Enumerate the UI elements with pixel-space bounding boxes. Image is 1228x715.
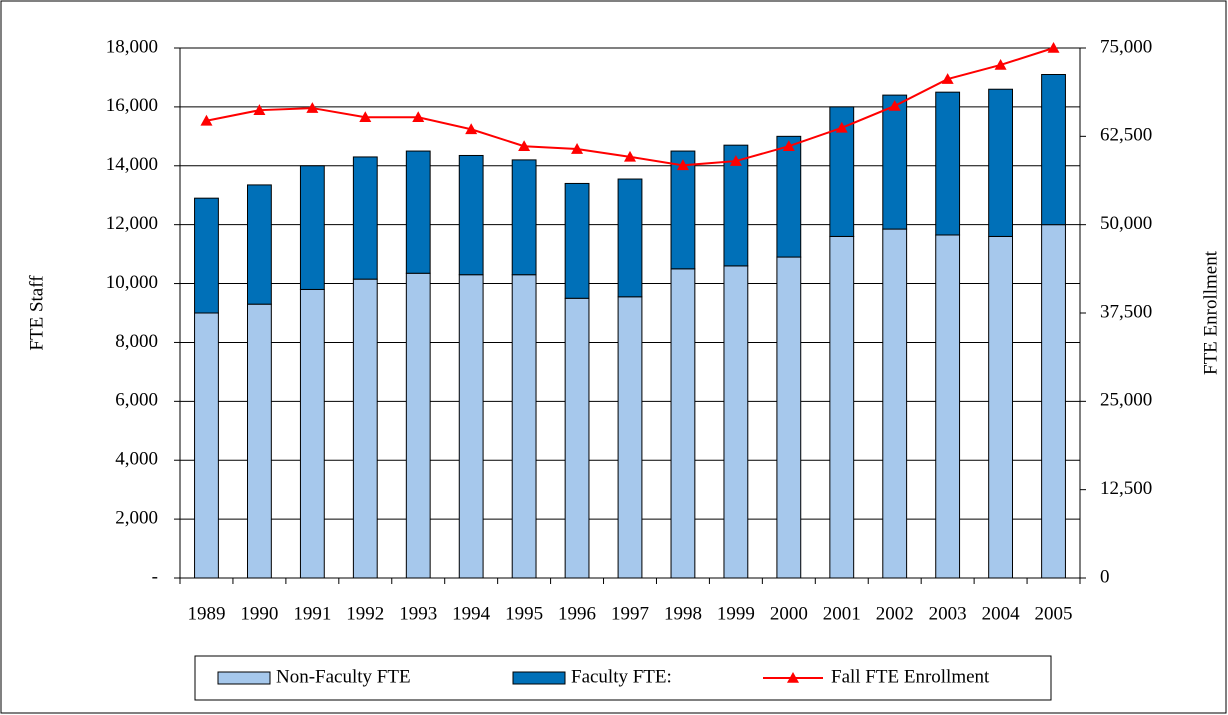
legend-box xyxy=(194,655,1052,701)
bar xyxy=(405,272,431,579)
y-tick-label: 18,000 xyxy=(106,36,158,57)
bar xyxy=(511,274,537,579)
marker xyxy=(1047,42,1060,53)
bar xyxy=(352,278,378,579)
x-tick-label: 1989 xyxy=(187,603,225,624)
x-tick-label: 1994 xyxy=(452,603,491,624)
x-tick-label: 1995 xyxy=(505,603,543,624)
bar xyxy=(829,106,855,237)
y2-tick-label: 62,500 xyxy=(1100,125,1152,146)
y-tick-label: - xyxy=(152,566,158,587)
legend-swatch xyxy=(217,671,271,685)
y-axis-title: FTE Staff xyxy=(26,275,47,351)
bar xyxy=(511,159,537,276)
x-tick-label: 2005 xyxy=(1035,603,1073,624)
y2-tick-label: 50,000 xyxy=(1100,213,1152,234)
legend-marker xyxy=(787,672,799,683)
x-tick-label: 1999 xyxy=(717,603,755,624)
x-tick-label: 2004 xyxy=(982,603,1021,624)
marker xyxy=(835,121,848,133)
bar xyxy=(247,184,272,305)
y2-tick-label: 25,000 xyxy=(1100,390,1152,411)
bar xyxy=(617,296,643,579)
bar xyxy=(776,135,802,258)
marker xyxy=(253,104,266,115)
x-tick-label: 2000 xyxy=(770,603,808,624)
bar xyxy=(670,150,696,270)
y-tick-label: 14,000 xyxy=(106,154,158,175)
bar xyxy=(723,144,749,267)
bar xyxy=(988,235,1013,579)
marker xyxy=(359,111,372,123)
y-tick-label: 6,000 xyxy=(115,390,158,411)
x-tick-label: 2002 xyxy=(876,603,914,624)
bar xyxy=(1041,224,1066,579)
bar xyxy=(935,91,961,236)
legend-label: Non-Faculty FTE xyxy=(276,666,411,687)
marker xyxy=(412,111,425,123)
marker xyxy=(941,73,954,84)
legend-label: Faculty FTE: xyxy=(571,666,672,687)
bar xyxy=(564,182,590,299)
y-tick-label: 4,000 xyxy=(115,449,158,470)
x-tick-label: 1996 xyxy=(558,603,596,624)
bar xyxy=(1041,74,1066,226)
marker xyxy=(676,159,689,171)
marker xyxy=(782,140,795,152)
y-tick-label: 2,000 xyxy=(115,507,158,528)
x-tick-label: 1990 xyxy=(240,603,278,624)
y-tick-label: 12,000 xyxy=(106,213,158,234)
bar xyxy=(776,256,802,579)
bar xyxy=(299,288,325,579)
bar xyxy=(988,88,1013,237)
marker xyxy=(888,99,901,111)
bar xyxy=(564,297,590,579)
marker xyxy=(994,58,1007,70)
bar xyxy=(829,235,855,579)
bar xyxy=(194,312,219,579)
marker xyxy=(306,102,319,113)
marker xyxy=(465,123,478,135)
bar xyxy=(405,150,431,274)
x-tick-label: 1993 xyxy=(399,603,437,624)
x-tick-label: 1998 xyxy=(664,603,702,624)
bar xyxy=(935,234,961,579)
bar xyxy=(882,228,908,579)
marker xyxy=(200,114,213,126)
y2-tick-label: 37,500 xyxy=(1100,301,1152,322)
marker xyxy=(624,150,636,162)
bar xyxy=(882,94,908,230)
x-tick-label: 1997 xyxy=(611,603,649,624)
bar xyxy=(723,265,749,579)
bar xyxy=(458,274,484,579)
bar xyxy=(617,178,643,298)
marker xyxy=(571,143,584,154)
y2-tick-label: 12,500 xyxy=(1100,478,1152,499)
y-tick-label: 10,000 xyxy=(106,272,158,293)
bar xyxy=(299,165,325,290)
y-tick-label: 8,000 xyxy=(115,331,158,352)
marker xyxy=(729,155,742,166)
y2-tick-label: 75,000 xyxy=(1100,36,1152,57)
bar xyxy=(247,303,272,579)
legend-swatch xyxy=(512,671,566,685)
marker xyxy=(518,140,531,152)
bar xyxy=(458,154,484,276)
x-tick-label: 1991 xyxy=(293,603,331,624)
x-tick-label: 1992 xyxy=(346,603,384,624)
legend-label: Fall FTE Enrollment xyxy=(831,666,990,687)
x-tick-label: 2001 xyxy=(823,603,861,624)
y-tick-label: 16,000 xyxy=(106,95,158,116)
bar xyxy=(352,156,378,280)
x-tick-label: 2003 xyxy=(929,603,967,624)
bar xyxy=(670,268,696,579)
y2-axis-title: FTE Enrollment xyxy=(1200,250,1221,375)
bar xyxy=(194,197,219,314)
y2-tick-label: 0 xyxy=(1100,566,1110,587)
